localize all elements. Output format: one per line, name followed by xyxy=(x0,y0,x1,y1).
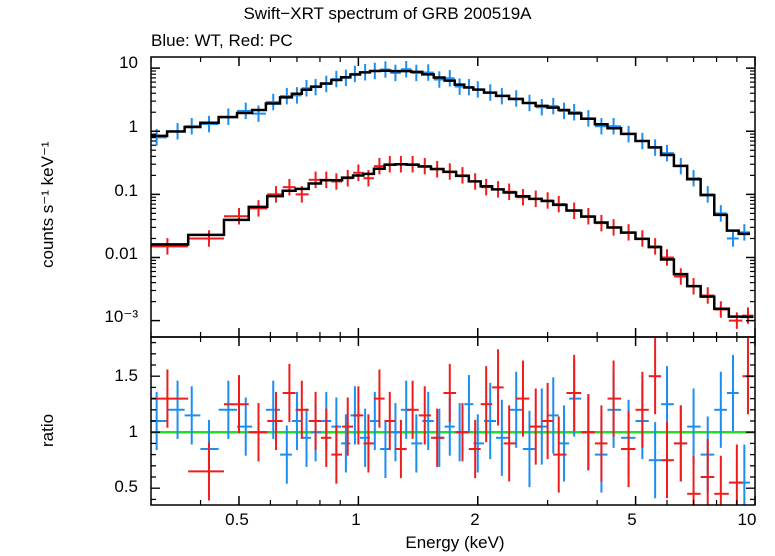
ratio-y-tick-label: 1 xyxy=(128,422,138,441)
spectrum-y-tick-label: 1 xyxy=(128,117,138,136)
spectrum-panel-frame xyxy=(150,56,756,338)
spectrum-y-tick-label: 0.1 xyxy=(114,181,138,200)
spectrum-y-tick-label: 10⁻³ xyxy=(104,307,138,326)
spectrum-y-tick-label: 10 xyxy=(119,53,138,72)
ratio-y-tick-label: 0.5 xyxy=(114,477,138,496)
chart-subtitle: Blue: WT, Red: PC xyxy=(151,31,293,50)
spectrum-y-tick-label: 0.01 xyxy=(104,244,138,263)
chart-title: Swift−XRT spectrum of GRB 200519A xyxy=(243,4,532,23)
x-axis-label: Energy (keV) xyxy=(405,533,505,552)
x-tick-label: 0.5 xyxy=(225,510,249,529)
ratio-panel-frame xyxy=(150,336,756,506)
x-tick-label: 5 xyxy=(627,510,637,529)
x-tick-label: 2 xyxy=(470,510,480,529)
model-curve-pc xyxy=(151,162,754,319)
model-curve-wt xyxy=(151,69,751,236)
x-tick-label: 10 xyxy=(737,510,757,529)
x-tick-label: 1 xyxy=(351,510,361,529)
ratio-y-tick-label: 1.5 xyxy=(114,366,138,385)
